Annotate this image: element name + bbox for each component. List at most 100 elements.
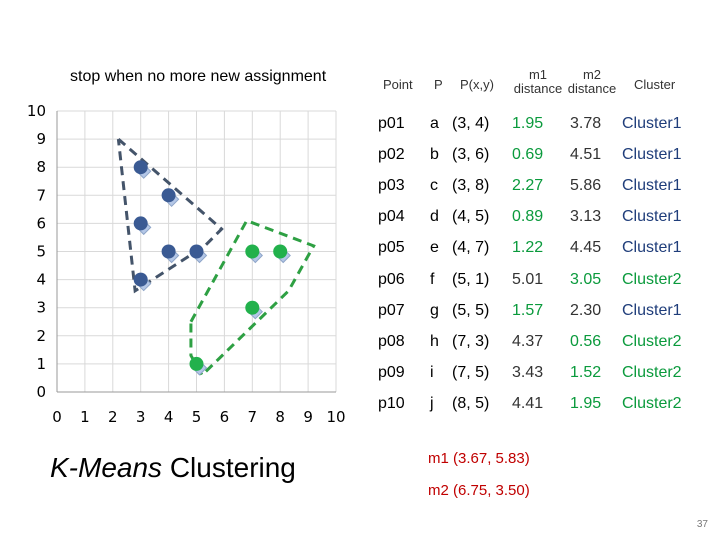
slide-heading: stop when no more new assignment — [70, 68, 327, 85]
header-m1-label: m1 — [528, 67, 548, 82]
row-coords: (3, 8) — [452, 176, 490, 194]
row-point-id: p09 — [378, 364, 405, 382]
row-point-id: p03 — [378, 176, 405, 194]
row-label: g — [430, 301, 439, 319]
row-m2-distance: 3.78 — [570, 114, 602, 132]
data-point — [133, 160, 148, 175]
table-row: p09 i (7, 5) 3.43 1.52 Cluster2 — [378, 358, 682, 389]
row-m1-distance: 0.69 — [512, 145, 544, 163]
x-tick-label: 8 — [275, 408, 285, 426]
table-row: p03 c (3, 8) 2.27 5.86 Cluster1 — [378, 170, 682, 201]
row-point-id: p08 — [378, 332, 405, 350]
x-tick-label: 4 — [164, 408, 174, 426]
row-cluster: Cluster1 — [622, 208, 682, 226]
data-point — [189, 244, 204, 259]
row-cluster: Cluster1 — [622, 239, 682, 257]
table-row: p06 f (5, 1) 5.01 3.05 Cluster2 — [378, 264, 682, 295]
x-tick-label: 10 — [326, 408, 345, 426]
distance-table: p01 a (3, 4) 1.95 3.78 Cluster1 p02 b (3, 6) 0.69… — [378, 108, 682, 420]
row-point-id: p10 — [378, 395, 405, 413]
y-tick-label: 8 — [36, 158, 46, 176]
row-cluster: Cluster1 — [622, 114, 682, 132]
row-cluster: Cluster2 — [622, 270, 682, 288]
row-coords: (4, 7) — [452, 239, 490, 257]
row-label: i — [430, 364, 434, 382]
table-row: p08 h (7, 3) 4.37 0.56 Cluster2 — [378, 326, 682, 357]
row-m2-distance: 5.86 — [570, 176, 602, 194]
x-tick-label: 1 — [80, 408, 90, 426]
row-m1-distance: 2.27 — [512, 176, 544, 194]
row-label: j — [430, 395, 434, 413]
page-number: 37 — [696, 519, 708, 530]
row-m2-distance: 0.56 — [570, 332, 602, 350]
slide-title: K-Means Clustering — [50, 452, 296, 484]
table-row: p07 g (5, 5) 1.57 2.30 Cluster1 — [378, 295, 682, 326]
row-m2-distance: 1.95 — [570, 395, 602, 413]
row-m1-distance: 3.43 — [512, 364, 544, 382]
row-coords: (7, 3) — [452, 332, 490, 350]
row-m2-distance: 4.45 — [570, 239, 602, 257]
row-coords: (5, 5) — [452, 301, 490, 319]
row-label: b — [430, 145, 439, 163]
x-tick-label: 7 — [248, 408, 258, 426]
row-coords: (3, 4) — [452, 114, 490, 132]
row-coords: (4, 5) — [452, 208, 490, 226]
header-point: Point — [383, 77, 413, 92]
y-tick-label: 7 — [36, 186, 46, 204]
row-cluster: Cluster2 — [622, 332, 682, 350]
data-point — [133, 272, 148, 287]
x-tick-label: 2 — [108, 408, 118, 426]
row-m2-distance: 4.51 — [570, 145, 602, 163]
row-label: e — [430, 239, 439, 257]
row-m2-distance: 2.30 — [570, 301, 602, 319]
row-m1-distance: 0.89 — [512, 208, 544, 226]
data-point — [133, 216, 148, 231]
row-point-id: p07 — [378, 301, 405, 319]
row-m1-distance: 4.41 — [512, 395, 544, 413]
centroid-m1: m1 (3.67, 5.83) — [428, 450, 530, 467]
table-row: p04 d (4, 5) 0.89 3.13 Cluster1 — [378, 202, 682, 233]
centroid-m2: m2 (6.75, 3.50) — [428, 482, 530, 499]
row-label: f — [430, 270, 435, 288]
cluster-boundary-cluster1 — [116, 137, 224, 294]
header-m1-distance: distance — [513, 81, 563, 96]
x-tick-label: 6 — [220, 408, 230, 426]
row-cluster: Cluster1 — [622, 176, 682, 194]
distance-table-body: p01 a (3, 4) 1.95 3.78 Cluster1 p02 b (3, 6) 0.69… — [378, 108, 682, 420]
header-m2: m2 distance — [562, 68, 622, 96]
x-tick-label: 5 — [192, 408, 202, 426]
table-row: p05 e (4, 7) 1.22 4.45 Cluster1 — [378, 233, 682, 264]
row-point-id: p02 — [378, 145, 405, 163]
row-coords: (8, 5) — [452, 395, 490, 413]
row-m1-distance: 1.57 — [512, 301, 544, 319]
row-coords: (5, 1) — [452, 270, 490, 288]
row-point-id: p05 — [378, 239, 405, 257]
y-tick-label: 0 — [36, 383, 46, 401]
y-tick-label: 6 — [36, 214, 46, 232]
y-tick-label: 9 — [36, 130, 46, 148]
row-m1-distance: 5.01 — [512, 270, 544, 288]
row-m1-distance: 1.22 — [512, 239, 544, 257]
table-row: p10 j (8, 5) 4.41 1.95 Cluster2 — [378, 389, 682, 420]
row-point-id: p04 — [378, 208, 405, 226]
row-m2-distance: 3.13 — [570, 208, 602, 226]
row-label: d — [430, 208, 439, 226]
data-point — [189, 356, 204, 371]
header-m1: m1 distance — [508, 68, 568, 96]
row-cluster: Cluster1 — [622, 301, 682, 319]
y-tick-label: 4 — [36, 271, 46, 289]
y-tick-label: 10 — [27, 102, 46, 120]
row-label: a — [430, 114, 439, 132]
x-tick-label: 0 — [52, 408, 62, 426]
data-point — [245, 300, 260, 315]
row-label: c — [430, 176, 438, 194]
row-point-id: p06 — [378, 270, 405, 288]
row-m1-distance: 4.37 — [512, 332, 544, 350]
x-tick-label: 9 — [303, 408, 313, 426]
header-pxy: P(x,y) — [460, 77, 494, 92]
row-m2-distance: 1.52 — [570, 364, 602, 382]
row-m2-distance: 3.05 — [570, 270, 602, 288]
header-m2-label: m2 — [582, 67, 602, 82]
header-p: P — [434, 77, 443, 92]
